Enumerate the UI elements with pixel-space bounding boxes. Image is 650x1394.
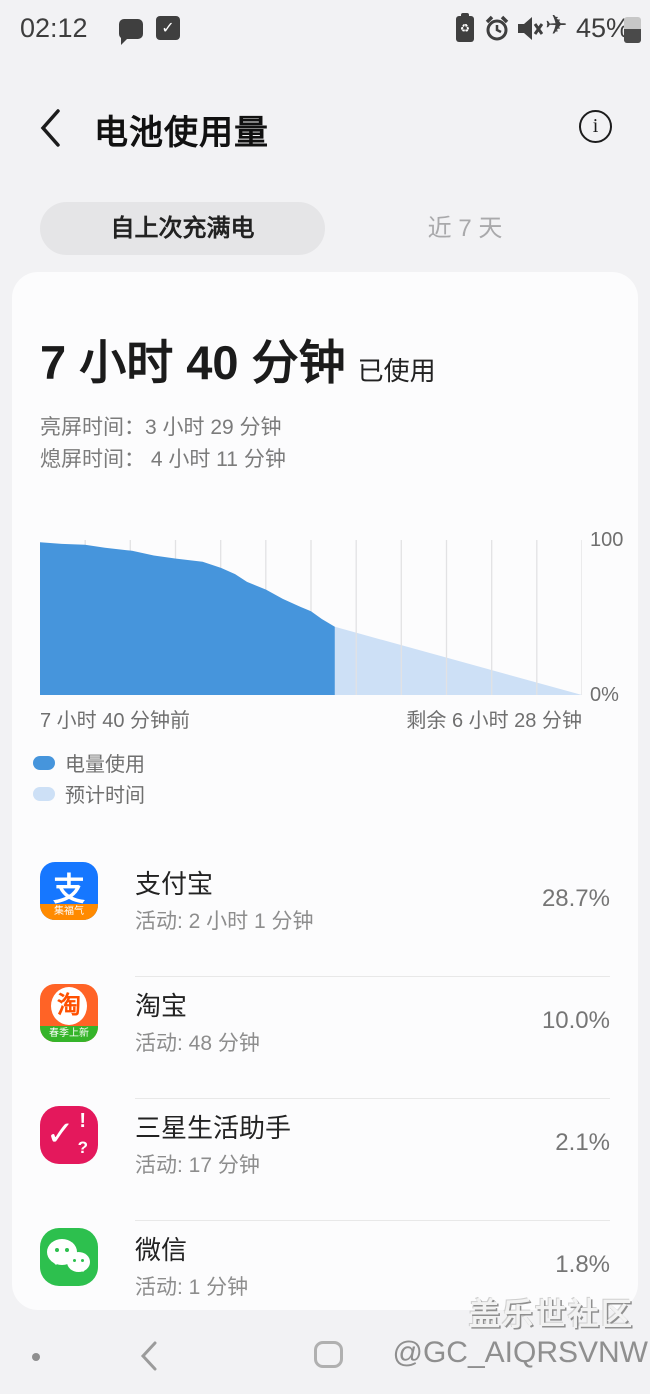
usage-duration-suffix: 已使用 [357,356,436,386]
taobao-icon: 淘 春季上新 [40,984,98,1042]
app-battery-percent: 2.1% [555,1129,610,1156]
screen-off-time: 熄屏时间： 4 小时 11 分钟 [40,448,286,471]
usage-duration: 7 小时 40 分钟 已使用 [40,324,436,393]
screen-on-time: 亮屏时间：3 小时 29 分钟 [40,416,282,439]
app-activity: 活动: 48 分钟 [135,1032,260,1055]
nav-hide-dot[interactable] [32,1353,40,1361]
app-activity: 活动: 2 小时 1 分钟 [135,910,314,933]
mute-icon [518,17,543,40]
x-axis-end-label: 剩余 6 小时 28 分钟 [406,710,582,732]
battery-percent-text: 45% [576,13,631,43]
app-name: 支付宝 [135,869,214,899]
x-axis-start-label: 7 小时 40 分钟前 [40,710,191,732]
app-row-samsung-life-assistant[interactable]: ✓ ! ? 三星生活助手 活动: 17 分钟 2.1% [12,1099,638,1221]
row-divider [135,1098,610,1099]
app-activity: 活动: 17 分钟 [135,1154,260,1177]
alipay-icon: 支 集福气 [40,862,98,920]
community-watermark: 盖乐世社区 [469,1297,634,1332]
app-row-alipay[interactable]: 支 集福气 支付宝 活动: 2 小时 1 分钟 28.7% [12,855,638,977]
app-row-wechat[interactable]: 微信 活动: 1 分钟 1.8% [12,1221,638,1310]
nav-home-button[interactable] [314,1341,343,1368]
app-name: 淘宝 [135,991,188,1021]
battery-level-icon [624,17,641,43]
back-button[interactable] [36,107,64,149]
chat-notification-icon [119,19,143,45]
status-bar: 02:12 ✓ ♻ ✈ 45% [0,0,650,56]
tab-last-7-days[interactable]: 近 7 天 [427,215,503,242]
user-handle-watermark: @GC_AIQRSVNW [392,1336,648,1369]
y-axis-min-label: 0% [590,684,619,706]
x-axis-labels: 7 小时 40 分钟前 剩余 6 小时 28 分钟 [40,704,582,733]
estimated-legend-swatch [33,786,55,801]
battery-chart [40,540,582,695]
legend-item-usage: 电量使用 [33,747,145,778]
page-title: 电池使用量 [94,114,269,152]
chart-legend: 电量使用 预计时间 [33,747,145,809]
legend-item-estimated: 预计时间 [33,778,145,809]
alarm-icon [485,15,509,41]
checkbox-notification-icon: ✓ [156,16,180,40]
airplane-mode-icon: ✈ [545,10,568,41]
info-button[interactable]: i [579,110,612,143]
power-saving-icon: ♻ [456,13,474,42]
battery-usage-card: 7 小时 40 分钟 已使用 亮屏时间：3 小时 29 分钟 熄屏时间： 4 小… [12,272,638,1310]
screen-time-lines: 亮屏时间：3 小时 29 分钟 熄屏时间： 4 小时 11 分钟 [40,412,286,476]
app-battery-percent: 10.0% [541,1007,610,1034]
app-battery-percent: 1.8% [555,1251,610,1278]
y-axis-max-label: 100 [590,529,624,551]
clock-text: 02:12 [20,13,88,43]
usage-legend-swatch [33,755,55,770]
app-name: 微信 [135,1235,188,1265]
row-divider [135,1220,610,1221]
samsung-life-assistant-icon: ✓ ! ? [40,1106,98,1164]
app-name: 三星生活助手 [135,1113,292,1143]
wechat-icon [40,1228,98,1286]
app-row-taobao[interactable]: 淘 春季上新 淘宝 活动: 48 分钟 10.0% [12,977,638,1099]
tab-since-full-charge[interactable]: 自上次充满电 [40,202,325,255]
usage-duration-value: 7 小时 40 分钟 [40,336,346,389]
nav-back-button[interactable] [138,1340,160,1372]
row-divider [135,976,610,977]
app-activity: 活动: 1 分钟 [135,1276,249,1299]
app-battery-percent: 28.7% [541,885,610,912]
